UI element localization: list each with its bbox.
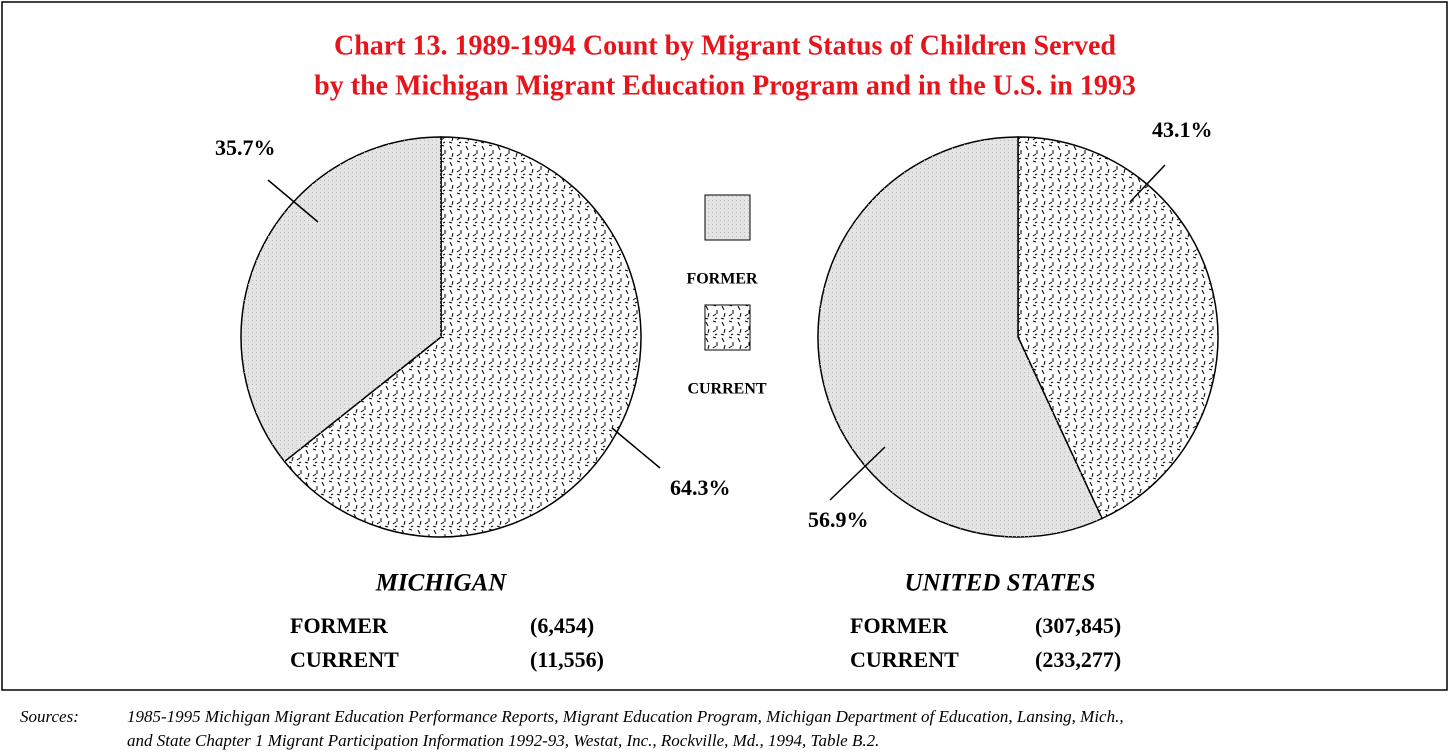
sources-line: and State Chapter 1 Migrant Participatio… bbox=[127, 731, 879, 750]
leader-line bbox=[267, 179, 319, 223]
category-label: CURRENT bbox=[850, 647, 959, 672]
leader-line bbox=[1129, 164, 1166, 203]
count-label: (233,277) bbox=[1035, 647, 1121, 672]
legend-swatch bbox=[704, 304, 751, 351]
count-label: (11,556) bbox=[530, 647, 604, 672]
value-label: 35.7% bbox=[215, 135, 276, 160]
count-label: (6,454) bbox=[530, 613, 594, 638]
count-label: (307,845) bbox=[1035, 613, 1121, 638]
pie-slice-texture bbox=[241, 137, 441, 462]
sources-label: Sources: bbox=[20, 707, 79, 726]
category-label: FORMER bbox=[850, 613, 949, 638]
frame bbox=[1, 1, 1448, 691]
legend-swatch-texture bbox=[704, 194, 751, 241]
pie-slice-texture bbox=[818, 137, 1103, 537]
chart-name: UNITED STATES bbox=[904, 570, 1095, 597]
legend-label: CURRENT bbox=[687, 381, 766, 398]
legend-label: FORMER bbox=[686, 271, 758, 288]
leader-line bbox=[829, 446, 886, 501]
title-line: Chart 13. 1989-1994 Count by Migrant Sta… bbox=[334, 30, 1116, 61]
category-label: CURRENT bbox=[290, 647, 399, 672]
leader-line bbox=[611, 427, 661, 469]
sources-line: 1985-1995 Michigan Migrant Education Per… bbox=[127, 707, 1124, 726]
value-label: 56.9% bbox=[808, 507, 869, 532]
value-label: 43.1% bbox=[1152, 117, 1213, 142]
category-label: FORMER bbox=[290, 613, 389, 638]
chart-name: MICHIGAN bbox=[375, 570, 508, 597]
value-label: 64.3% bbox=[670, 475, 731, 500]
title-line: by the Michigan Migrant Education Progra… bbox=[314, 70, 1136, 101]
pie-slice-texture bbox=[284, 137, 642, 537]
pie-slice-texture bbox=[1018, 137, 1218, 519]
